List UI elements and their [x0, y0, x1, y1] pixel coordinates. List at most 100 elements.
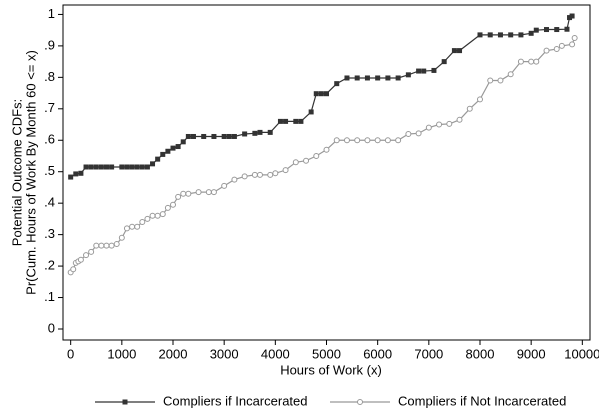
y-tick-label: .9: [44, 37, 55, 52]
point: [98, 242, 105, 249]
point: [298, 118, 304, 124]
point: [508, 32, 514, 38]
point: [257, 129, 263, 135]
point: [170, 145, 176, 151]
point: [343, 137, 350, 144]
point: [477, 32, 483, 38]
point: [210, 189, 217, 196]
y-tick-label: 1: [48, 6, 55, 21]
point: [190, 133, 196, 139]
point: [533, 27, 539, 33]
point: [476, 96, 483, 103]
point: [195, 189, 202, 196]
y-tick-label: .7: [44, 100, 55, 115]
series-line: [70, 37, 576, 273]
point: [282, 167, 289, 174]
point: [129, 223, 136, 230]
point: [113, 241, 120, 248]
point: [231, 176, 238, 183]
point: [165, 148, 171, 154]
x-tick-label: 8000: [466, 346, 495, 361]
point: [395, 137, 402, 144]
point: [180, 190, 187, 197]
point: [313, 91, 319, 97]
point: [134, 223, 141, 230]
point: [164, 204, 171, 211]
y-tick-label: .5: [44, 163, 55, 178]
y-axis-label: Potential Outcome CDFs:: [9, 99, 24, 246]
point: [457, 48, 463, 54]
y-tick-label: .1: [44, 289, 55, 304]
point: [528, 30, 534, 36]
point: [324, 91, 329, 97]
point: [533, 58, 540, 65]
point: [251, 171, 258, 178]
y-tick-label: 0: [48, 320, 55, 335]
point: [416, 68, 422, 74]
point: [543, 47, 550, 54]
point: [170, 201, 177, 208]
point: [334, 81, 340, 87]
point: [144, 164, 150, 170]
point: [415, 130, 422, 137]
point: [144, 215, 151, 222]
point: [160, 151, 166, 157]
point: [272, 170, 279, 177]
point: [88, 164, 94, 170]
point: [256, 171, 263, 178]
point: [119, 164, 125, 170]
point: [405, 72, 411, 78]
point: [571, 35, 578, 42]
point: [150, 161, 156, 167]
point: [277, 118, 283, 124]
plot-frame: [62, 4, 591, 341]
legend-marker: [357, 399, 363, 405]
point: [267, 129, 273, 135]
point: [431, 67, 437, 73]
y-tick-label: .6: [44, 132, 55, 147]
point: [497, 77, 504, 84]
point: [134, 164, 140, 170]
point: [344, 75, 350, 81]
point: [364, 75, 370, 81]
x-tick-label: 5000: [312, 346, 341, 361]
point: [221, 182, 228, 189]
point: [333, 137, 340, 144]
point: [175, 144, 181, 150]
point: [139, 164, 145, 170]
point: [185, 190, 192, 197]
point: [385, 75, 391, 81]
point: [205, 189, 212, 196]
y-tick-label: .2: [44, 258, 55, 273]
point: [446, 120, 453, 127]
point: [518, 32, 524, 38]
x-tick-label: 2000: [159, 346, 188, 361]
point: [292, 159, 299, 166]
point: [123, 225, 130, 232]
point: [569, 41, 576, 48]
x-tick-label: 0: [67, 346, 74, 361]
point: [436, 121, 443, 128]
point: [154, 212, 161, 219]
point: [241, 173, 248, 180]
point: [441, 59, 447, 65]
point: [124, 164, 130, 170]
point: [149, 212, 156, 219]
point: [78, 170, 84, 176]
point: [395, 75, 401, 81]
point: [293, 118, 299, 124]
point: [528, 58, 535, 65]
legend-label: Compliers if Incarcerated: [163, 393, 308, 408]
point: [129, 164, 135, 170]
point: [159, 211, 166, 218]
y-tick-label: .8: [44, 69, 55, 84]
point: [231, 133, 237, 139]
point: [211, 133, 217, 139]
point: [564, 26, 570, 32]
point: [313, 152, 320, 159]
point: [451, 48, 457, 54]
point: [93, 242, 100, 249]
point: [517, 58, 524, 65]
point: [70, 266, 77, 273]
